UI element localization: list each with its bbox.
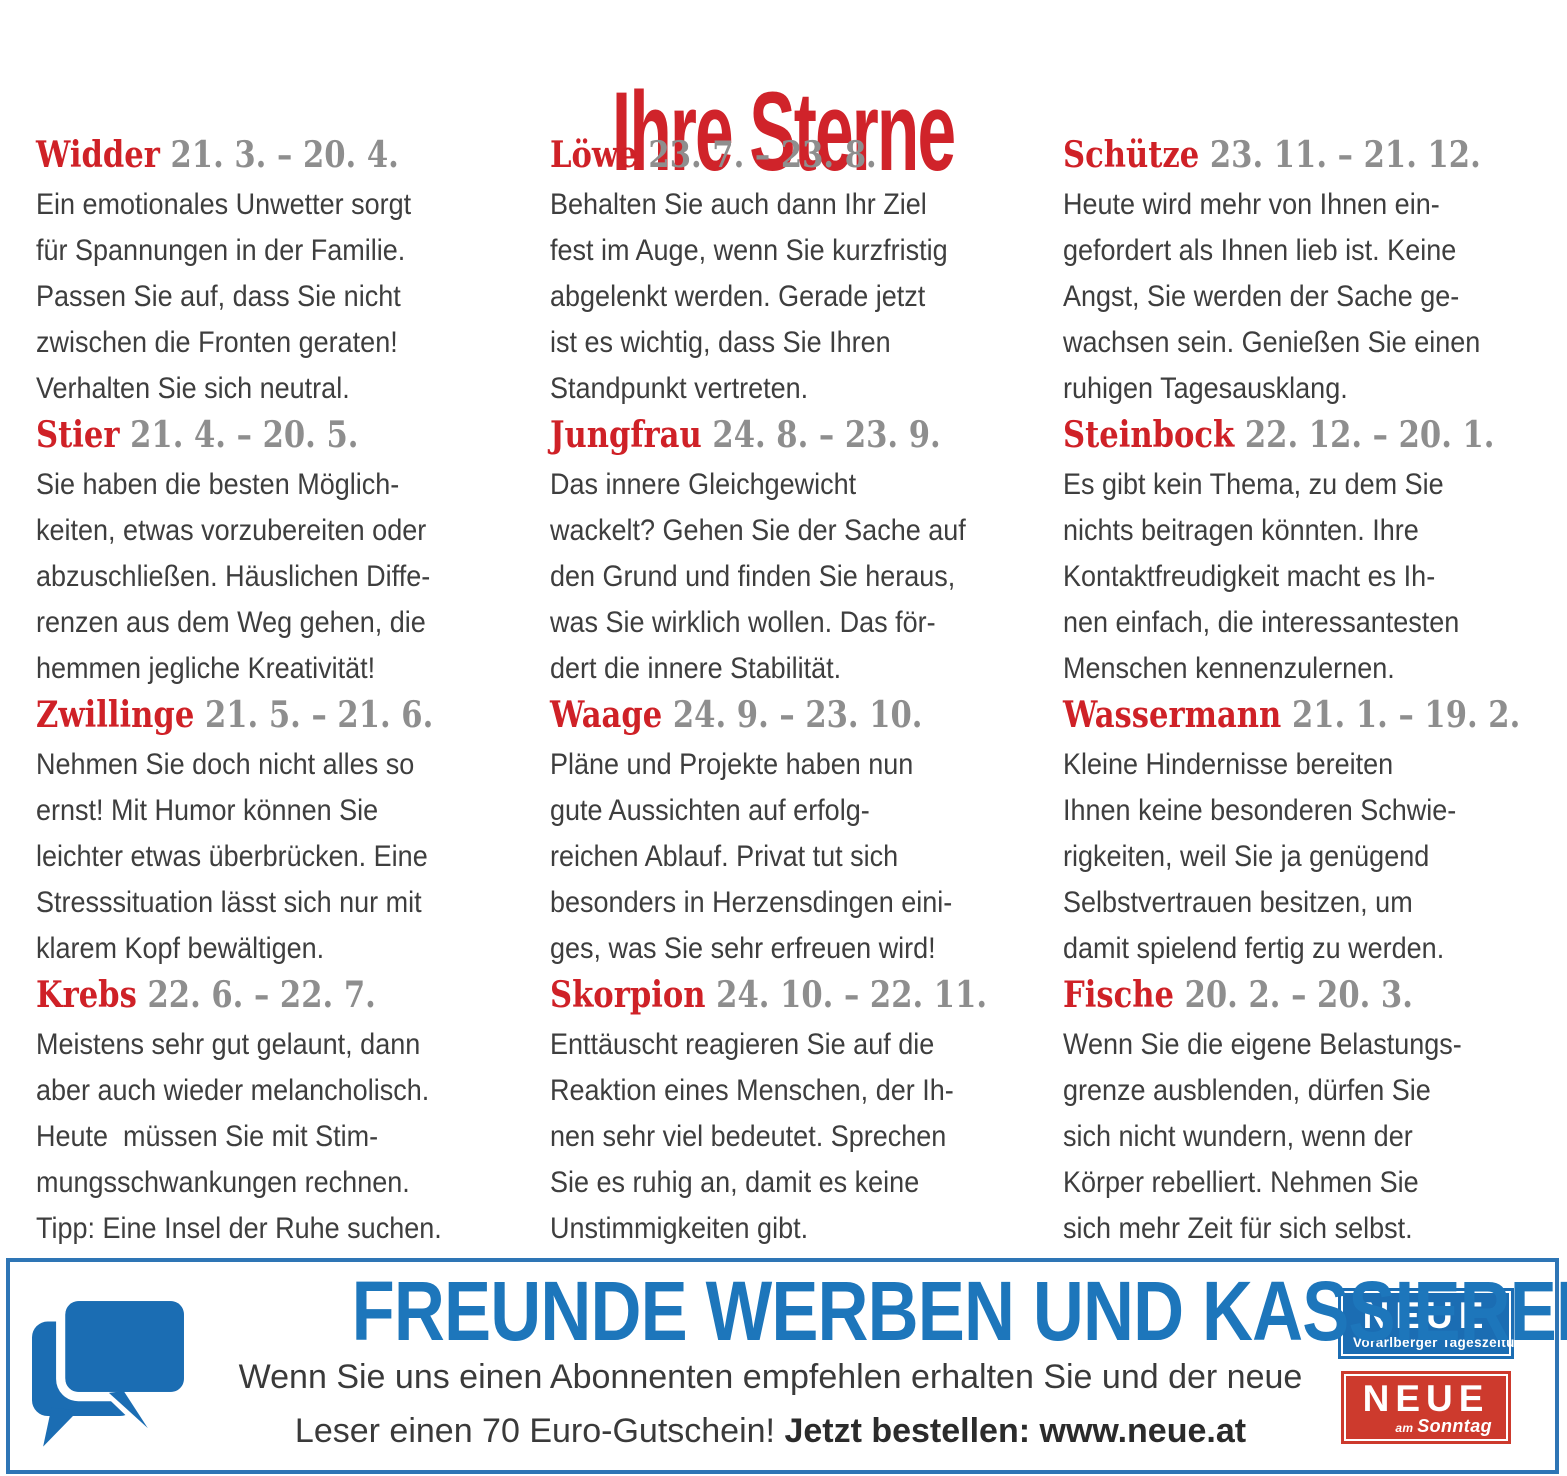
horoscope-entry-zwillinge: Zwillinge 21. 5. – 21. 6. Nehmen Sie doc… bbox=[36, 692, 504, 972]
promo-banner: FREUNDE WERBEN UND KASSIEREN! Wenn Sie u… bbox=[6, 1258, 1567, 1474]
sign-name: Löwe bbox=[549, 134, 638, 176]
sign-heading: Widder 21. 3. – 20. 4. bbox=[36, 132, 434, 179]
horoscope-column-3: Schütze 23. 11. – 21. 12. Heute wird meh… bbox=[1063, 132, 1531, 1252]
horoscope-entry-skorpion: Skorpion 24. 10. – 22. 11. Enttäuscht re… bbox=[550, 972, 1018, 1252]
horoscope-column-1: Widder 21. 3. – 20. 4. Ein emotionales U… bbox=[36, 132, 504, 1252]
sign-text: Enttäuscht reagieren Sie auf die Reaktio… bbox=[549, 1028, 954, 1245]
sign-heading: Skorpion 24. 10. – 22. 11. bbox=[549, 972, 987, 1019]
sign-dates: 24. 9. – 23. 10. bbox=[672, 694, 923, 736]
sign-heading: Zwillinge 21. 5. – 21. 6. bbox=[36, 692, 434, 739]
horoscope-entry-stier: Stier 21. 4. – 20. 5. Sie haben die best… bbox=[36, 412, 504, 692]
sign-dates: 21. 1. – 19. 2. bbox=[1292, 694, 1521, 736]
sign-heading: Stier 21. 4. – 20. 5. bbox=[36, 412, 434, 459]
sign-text: Es gibt kein Thema, zu dem Sie nichts be… bbox=[1063, 468, 1460, 685]
sign-dates: 23. 11. – 21. 12. bbox=[1210, 134, 1482, 176]
publisher-logos: NEUE Vorarlberger Tageszeitung NEUE am S… bbox=[1311, 1288, 1541, 1444]
page-header: Ihre Sterne bbox=[0, 0, 1567, 188]
sign-text: Heute wird mehr von Ihnen ein- gefordert… bbox=[1063, 188, 1481, 405]
promo-headline: FREUNDE WERBEN UND KASSIEREN! bbox=[351, 1264, 1567, 1358]
horoscope-entry-fische: Fische 20. 2. – 20. 3. Wenn Sie die eige… bbox=[1063, 972, 1531, 1252]
sign-name: Wassermann bbox=[1063, 694, 1282, 736]
sign-heading: Waage 24. 9. – 23. 10. bbox=[550, 692, 948, 739]
sign-name: Krebs bbox=[36, 974, 137, 1016]
sign-name: Skorpion bbox=[549, 974, 706, 1016]
sign-text: Behalten Sie auch dann Ihr Ziel fest im … bbox=[549, 188, 948, 405]
promo-content: FREUNDE WERBEN UND KASSIEREN! Wenn Sie u… bbox=[230, 1269, 1567, 1458]
horoscope-grid: Widder 21. 3. – 20. 4. Ein emotionales U… bbox=[36, 132, 1531, 1252]
sign-name: Steinbock bbox=[1063, 414, 1235, 456]
sign-dates: 20. 2. – 20. 3. bbox=[1184, 974, 1414, 1016]
sign-dates: 21. 4. – 20. 5. bbox=[130, 414, 359, 456]
sign-heading: Jungfrau 24. 8. – 23. 9. bbox=[550, 412, 948, 459]
neue-am-sonntag-logo: NEUE am Sonntag bbox=[1341, 1371, 1511, 1444]
sign-name: Zwillinge bbox=[36, 694, 195, 736]
sign-name: Jungfrau bbox=[549, 414, 702, 456]
horoscope-entry-jungfrau: Jungfrau 24. 8. – 23. 9. Das innere Glei… bbox=[550, 412, 1018, 692]
sign-name: Fische bbox=[1063, 974, 1175, 1016]
horoscope-entry-widder: Widder 21. 3. – 20. 4. Ein emotionales U… bbox=[36, 132, 504, 412]
sign-heading: Wassermann 21. 1. – 19. 2. bbox=[1063, 692, 1520, 739]
speech-bubbles-icon bbox=[10, 1278, 230, 1454]
sign-text: Kleine Hindernisse bereiten Ihnen keine … bbox=[1063, 748, 1457, 965]
horoscope-entry-loewe: Löwe 23. 7. – 23. 8. Behalten Sie auch d… bbox=[550, 132, 1018, 412]
sign-dates: 23. 7. – 23. 8. bbox=[648, 134, 877, 176]
promo-order-url: Jetzt bestellen: www.neue.at bbox=[784, 1412, 1247, 1450]
horoscope-entry-waage: Waage 24. 9. – 23. 10. Pläne und Projekt… bbox=[550, 692, 1018, 972]
sign-name: Widder bbox=[36, 134, 160, 176]
horoscope-entry-schuetze: Schütze 23. 11. – 21. 12. Heute wird meh… bbox=[1063, 132, 1531, 412]
neue-logo-subtitle: Vorarlberger Tageszeitung bbox=[1353, 1335, 1533, 1350]
horoscope-entry-krebs: Krebs 22. 6. – 22. 7. Meistens sehr gut … bbox=[36, 972, 504, 1252]
neue-sunday-am: am bbox=[1395, 1421, 1418, 1435]
page-title: Ihre Sterne bbox=[612, 69, 956, 195]
sign-name: Stier bbox=[36, 414, 120, 456]
sign-dates: 21. 5. – 21. 6. bbox=[204, 694, 434, 736]
neue-logo-word: NEUE bbox=[1362, 1295, 1490, 1336]
neue-tageszeitung-logo: NEUE Vorarlberger Tageszeitung bbox=[1338, 1288, 1533, 1359]
sign-heading: Krebs 22. 6. – 22. 7. bbox=[36, 972, 434, 1019]
sign-dates: 22. 6. – 22. 7. bbox=[147, 974, 376, 1016]
sign-text: Sie haben die besten Möglich- keiten, et… bbox=[36, 468, 431, 685]
sign-name: Schütze bbox=[1063, 134, 1200, 176]
neue-logo-word: NEUE bbox=[1362, 1378, 1490, 1419]
sign-text: Wenn Sie die eigene Belastungs- grenze a… bbox=[1063, 1028, 1463, 1245]
sign-heading: Löwe 23. 7. – 23. 8. bbox=[550, 132, 948, 179]
promo-text-line-2: Leser einen 70 Euro-Gutschein! Jetzt bes… bbox=[230, 1404, 1311, 1458]
promo-text-line-1: Wenn Sie uns einen Abonnenten empfehlen … bbox=[238, 1358, 1303, 1396]
sign-name: Waage bbox=[549, 694, 662, 736]
neue-logo-subtitle: am Sonntag bbox=[1356, 1416, 1496, 1436]
sign-dates: 24. 8. – 23. 9. bbox=[712, 414, 941, 456]
sign-text: Das innere Gleichgewicht wackelt? Gehen … bbox=[549, 468, 966, 685]
sign-heading: Fische 20. 2. – 20. 3. bbox=[1063, 972, 1461, 1019]
sign-dates: 24. 10. – 22. 11. bbox=[715, 974, 987, 1016]
promo-text-regular: Leser einen 70 Euro-Gutschein! bbox=[294, 1412, 785, 1450]
horoscope-entry-wassermann: Wassermann 21. 1. – 19. 2. Kleine Hinder… bbox=[1063, 692, 1531, 972]
sign-heading: Steinbock 22. 12. – 20. 1. bbox=[1063, 412, 1494, 459]
sign-text: Meistens sehr gut gelaunt, dann aber auc… bbox=[36, 1028, 442, 1245]
sign-text: Nehmen Sie doch nicht alles so ernst! Mi… bbox=[36, 748, 428, 965]
sign-dates: 21. 3. – 20. 4. bbox=[170, 134, 399, 176]
sign-dates: 22. 12. – 20. 1. bbox=[1245, 414, 1495, 456]
horoscope-entry-steinbock: Steinbock 22. 12. – 20. 1. Es gibt kein … bbox=[1063, 412, 1531, 692]
horoscope-column-2: Löwe 23. 7. – 23. 8. Behalten Sie auch d… bbox=[550, 132, 1018, 1252]
neue-sunday-sonntag: Sonntag bbox=[1417, 1416, 1492, 1436]
sign-heading: Schütze 23. 11. – 21. 12. bbox=[1063, 132, 1481, 179]
sign-text: Ein emotionales Unwetter sorgt für Spann… bbox=[36, 188, 412, 405]
sign-text: Pläne und Projekte haben nun gute Aussic… bbox=[549, 748, 952, 965]
